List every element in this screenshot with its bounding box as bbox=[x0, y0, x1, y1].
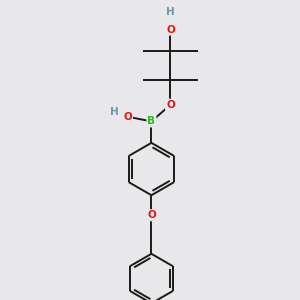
Text: B: B bbox=[147, 116, 155, 126]
Text: O: O bbox=[147, 210, 156, 220]
Text: O: O bbox=[166, 100, 175, 110]
Text: O: O bbox=[123, 112, 132, 122]
Text: O: O bbox=[166, 25, 175, 34]
Text: H: H bbox=[110, 107, 119, 117]
Text: H: H bbox=[166, 7, 175, 17]
